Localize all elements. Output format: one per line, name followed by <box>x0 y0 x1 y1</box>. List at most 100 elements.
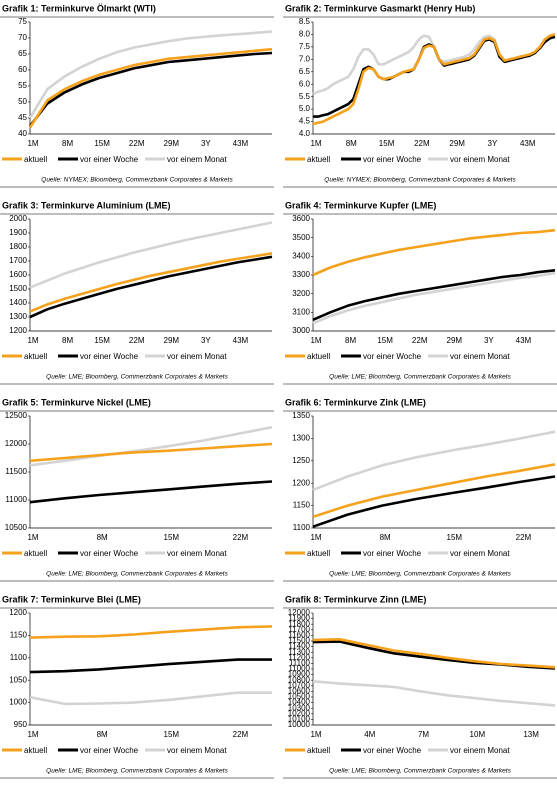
y-tick-label: 1300 <box>9 312 27 321</box>
series-line <box>312 228 556 277</box>
series-line <box>29 425 273 467</box>
y-tick-label: 1050 <box>9 675 27 684</box>
y-tick-label: 11000 <box>5 495 27 504</box>
x-tick-label: 8M <box>97 730 108 739</box>
x-tick-label: 8M <box>62 139 73 148</box>
y-tick-label: 7.0 <box>299 54 311 63</box>
series-line <box>29 625 273 639</box>
y-tick-label: 5.0 <box>299 104 311 113</box>
x-tick-label: 22M <box>516 533 532 542</box>
legend-label: aktuell <box>307 549 330 558</box>
y-tick-label: 10000 <box>288 720 311 729</box>
legend-label: aktuell <box>24 352 47 361</box>
y-tick-label: 11500 <box>5 467 27 476</box>
y-tick-label: 11700 <box>288 625 310 634</box>
legend-label: aktuell <box>307 155 330 164</box>
y-tick-label: 10600 <box>288 687 311 696</box>
legend-label: vor einem Monat <box>450 549 510 558</box>
y-tick-label: 6.0 <box>299 79 311 88</box>
y-tick-label: 2000 <box>9 214 27 223</box>
y-tick-label: 8.0 <box>299 30 311 39</box>
legend-label: vor einem Monat <box>167 155 227 164</box>
series-line <box>312 269 556 321</box>
x-tick-label: 13M <box>523 730 539 739</box>
x-tick-label: 29M <box>164 336 180 345</box>
chart-title: Grafik 3: Terminkurve Aluminium (LME) <box>2 200 171 210</box>
legend-label: vor einem Monat <box>167 746 227 755</box>
y-tick-label: 1300 <box>292 434 310 443</box>
y-tick-label: 11500 <box>288 636 310 645</box>
y-tick-label: 11600 <box>288 631 310 640</box>
y-tick-label: 4.0 <box>299 129 311 138</box>
x-tick-label: 10M <box>470 730 486 739</box>
y-tick-label: 1200 <box>9 326 27 335</box>
y-tick-label: 1900 <box>9 228 27 237</box>
y-tick-label: 3200 <box>292 289 310 298</box>
x-tick-label: 8M <box>345 336 356 345</box>
chart-title: Grafik 6: Terminkurve Zink (LME) <box>285 397 426 407</box>
x-tick-label: 29M <box>164 139 180 148</box>
series-line <box>28 51 273 127</box>
legend-label: vor einem Monat <box>450 155 510 164</box>
y-tick-label: 11300 <box>288 647 310 656</box>
source-note: Quelle: LME; Bloomberg, Commerzbank Corp… <box>329 571 511 578</box>
x-tick-label: 43M <box>520 139 536 148</box>
y-tick-label: 12500 <box>5 411 28 420</box>
x-tick-label: 22M <box>233 730 249 739</box>
series-line <box>29 442 273 463</box>
source-note: Quelle: LME; Bloomberg, Commerzbank Corp… <box>46 571 228 578</box>
x-tick-label: 3Y <box>201 139 211 148</box>
x-tick-label: 43M <box>516 336 532 345</box>
y-tick-label: 11000 <box>288 664 310 673</box>
source-note: Quelle: NYMEX; Bloomberg, Commerzbank Co… <box>324 177 516 184</box>
legend-label: vor einem Monat <box>167 549 227 558</box>
series-line <box>29 252 273 313</box>
chart-title: Grafik 7: Terminkurve Blei (LME) <box>2 594 141 604</box>
x-tick-label: 3Y <box>488 139 498 148</box>
y-tick-label: 1800 <box>9 242 27 251</box>
chart-title: Grafik 8: Terminkurve Zinn (LME) <box>285 594 426 604</box>
y-tick-label: 11100 <box>289 659 311 668</box>
legend-label: vor einer Woche <box>363 155 422 164</box>
source-note: Quelle: LME; Bloomberg, Commerzbank Corp… <box>329 374 511 381</box>
legend-label: aktuell <box>24 155 47 164</box>
x-tick-label: 22M <box>412 336 428 345</box>
x-tick-label: 8M <box>62 336 73 345</box>
source-note: Quelle: LME; Bloomberg, Commerzbank Corp… <box>46 374 228 381</box>
x-tick-label: 7M <box>418 730 429 739</box>
x-tick-label: 22M <box>233 533 249 542</box>
chart-title: Grafik 2: Terminkurve Gasmarkt (Henry Hu… <box>285 3 475 13</box>
y-tick-label: 1400 <box>9 298 27 307</box>
series-line <box>312 33 556 126</box>
series-line <box>312 33 556 96</box>
series-line <box>29 691 272 706</box>
y-tick-label: 8.5 <box>299 17 311 26</box>
source-note: Quelle: LME; Bloomberg, Commerzbank Corp… <box>46 768 228 775</box>
legend-label: vor einer Woche <box>80 155 139 164</box>
y-tick-label: 1700 <box>9 256 27 265</box>
chart-title: Grafik 1: Terminkurve Ölmarkt (WTI) <box>2 3 156 13</box>
y-tick-label: 10500 <box>288 692 311 701</box>
y-tick-label: 11400 <box>288 642 310 651</box>
x-tick-label: 1M <box>27 533 38 542</box>
legend-label: aktuell <box>24 746 47 755</box>
y-tick-label: 10200 <box>288 709 311 718</box>
y-tick-label: 10800 <box>288 675 311 684</box>
legend-label: vor einer Woche <box>363 549 422 558</box>
x-tick-label: 1M <box>27 139 38 148</box>
y-tick-label: 950 <box>14 720 28 729</box>
legend-label: vor einer Woche <box>80 746 139 755</box>
x-tick-label: 22M <box>414 139 430 148</box>
source-note: Quelle: LME; Bloomberg, Commerzbank Corp… <box>329 768 511 775</box>
series-line <box>29 221 273 289</box>
x-tick-label: 1M <box>310 730 321 739</box>
y-tick-label: 70 <box>18 33 27 42</box>
source-note: Quelle: NYMEX; Bloomberg, Commerzbank Co… <box>41 177 233 184</box>
series-line <box>312 680 556 707</box>
y-tick-label: 10400 <box>288 698 311 707</box>
series-line <box>28 47 273 129</box>
legend-label: aktuell <box>24 549 47 558</box>
y-tick-label: 3000 <box>292 326 310 335</box>
legend-label: vor einem Monat <box>450 746 510 755</box>
x-tick-label: 1M <box>27 730 38 739</box>
